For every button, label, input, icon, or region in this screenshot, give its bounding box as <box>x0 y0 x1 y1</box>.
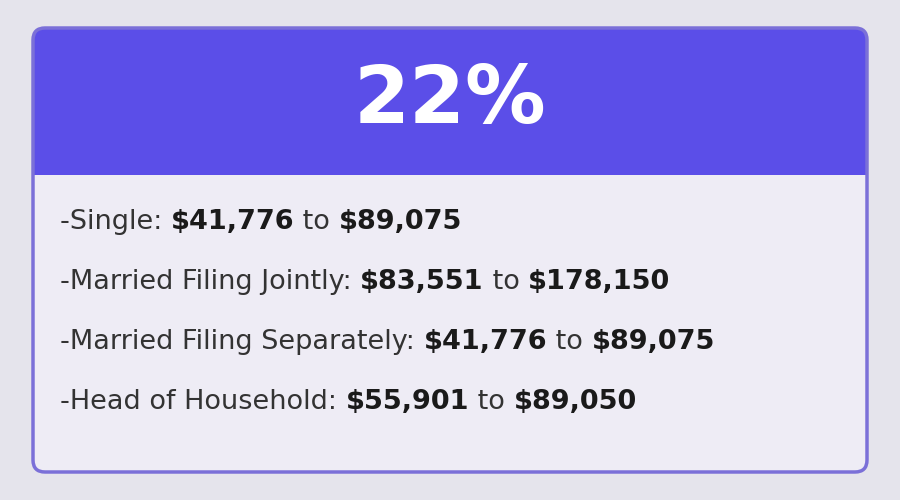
Text: -Head of Household:: -Head of Household: <box>60 389 346 415</box>
FancyBboxPatch shape <box>33 28 867 472</box>
Bar <box>33 163 867 175</box>
Text: to: to <box>484 269 528 295</box>
Text: $41,776: $41,776 <box>423 329 547 355</box>
Text: $41,776: $41,776 <box>171 209 294 235</box>
Text: $55,901: $55,901 <box>346 389 469 415</box>
Text: $89,075: $89,075 <box>339 209 463 235</box>
Text: to: to <box>294 209 339 235</box>
Text: -Married Filing Jointly:: -Married Filing Jointly: <box>60 269 360 295</box>
Text: $89,050: $89,050 <box>514 389 637 415</box>
Text: -Married Filing Separately:: -Married Filing Separately: <box>60 329 423 355</box>
Text: to: to <box>547 329 591 355</box>
Text: $89,075: $89,075 <box>591 329 715 355</box>
Text: $178,150: $178,150 <box>528 269 670 295</box>
Text: $83,551: $83,551 <box>360 269 484 295</box>
FancyBboxPatch shape <box>33 28 867 175</box>
Text: -Single:: -Single: <box>60 209 171 235</box>
Text: 22%: 22% <box>354 62 546 140</box>
Text: to: to <box>469 389 514 415</box>
